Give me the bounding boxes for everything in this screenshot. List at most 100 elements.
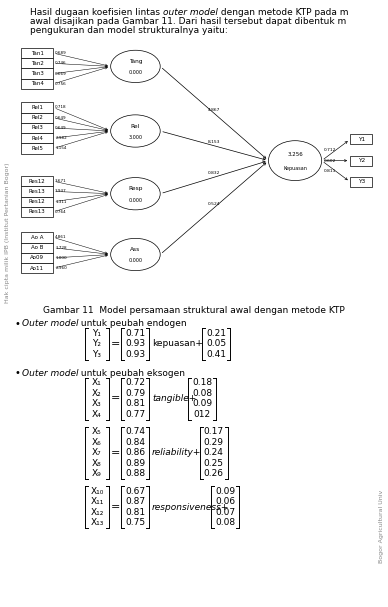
Text: X₂: X₂	[92, 388, 102, 398]
Text: Rel3: Rel3	[31, 126, 43, 131]
Text: 0.811: 0.811	[324, 169, 336, 173]
Text: 0.81: 0.81	[125, 399, 145, 409]
Text: 012: 012	[194, 410, 211, 419]
Text: X₇: X₇	[92, 448, 102, 457]
Ellipse shape	[268, 141, 322, 181]
Bar	[350, 155, 372, 166]
Text: X₈: X₈	[92, 459, 102, 468]
Text: 0.06: 0.06	[215, 497, 235, 506]
Text: untuk peubah endogen: untuk peubah endogen	[78, 319, 187, 328]
Text: X₅: X₅	[92, 427, 102, 436]
Text: Gambar 11  Model persamaan struktural awal dengan metode KTP: Gambar 11 Model persamaan struktural awa…	[43, 306, 345, 315]
Text: pengukuran dan model strukturalnya yaitu:: pengukuran dan model strukturalnya yaitu…	[30, 26, 228, 35]
Text: Rel4: Rel4	[31, 136, 43, 141]
Text: Resp: Resp	[128, 186, 143, 191]
Text: Ass: Ass	[130, 247, 140, 252]
Text: 0.689: 0.689	[55, 51, 67, 55]
Text: Res12: Res12	[29, 199, 45, 204]
Text: 0.21: 0.21	[206, 329, 226, 337]
Text: Bogor Agricultural Univ: Bogor Agricultural Univ	[379, 490, 385, 563]
Text: X₁₀: X₁₀	[90, 487, 104, 496]
Text: X₉: X₉	[92, 469, 102, 478]
Text: 0.764: 0.764	[55, 210, 67, 214]
Bar	[21, 69, 53, 79]
Text: 0.29: 0.29	[204, 438, 223, 447]
Text: Kepuasan: Kepuasan	[283, 166, 307, 171]
Text: 0.000: 0.000	[128, 198, 142, 203]
Text: Res13: Res13	[29, 209, 45, 214]
Text: Tan1: Tan1	[31, 50, 43, 56]
Text: Hasil dugaan koefisien lintas: Hasil dugaan koefisien lintas	[30, 8, 163, 17]
Bar	[21, 197, 53, 207]
Text: 0.72: 0.72	[125, 378, 145, 387]
Bar	[21, 176, 53, 186]
Text: 4.867: 4.867	[208, 107, 220, 112]
Bar	[21, 112, 53, 123]
Text: Tan3: Tan3	[31, 71, 43, 76]
Text: X₆: X₆	[92, 438, 102, 447]
Text: 0.712: 0.712	[324, 148, 336, 152]
Text: 0.79: 0.79	[125, 388, 145, 398]
Text: X₄: X₄	[92, 410, 102, 419]
Text: 1.154: 1.154	[55, 146, 67, 151]
Bar	[21, 263, 53, 273]
Text: Ao09: Ao09	[30, 256, 44, 260]
Text: dengan metode KTP pada m: dengan metode KTP pada m	[218, 8, 348, 17]
Text: 0.41: 0.41	[206, 350, 226, 359]
Text: 3.000: 3.000	[128, 135, 142, 140]
Text: untuk peubah eksogen: untuk peubah eksogen	[78, 368, 185, 378]
Bar	[21, 253, 53, 263]
Text: Res12: Res12	[29, 178, 45, 184]
Bar	[21, 143, 53, 154]
Text: 0.89: 0.89	[125, 459, 145, 468]
Text: Rel5: Rel5	[31, 146, 43, 151]
Text: 3.671: 3.671	[55, 179, 67, 183]
Text: 0.000: 0.000	[128, 259, 142, 263]
Text: 0.756: 0.756	[55, 82, 67, 86]
Text: 0.649: 0.649	[55, 116, 67, 120]
Bar	[21, 123, 53, 133]
Bar	[21, 103, 53, 112]
Text: X₁₂: X₁₂	[90, 507, 104, 517]
Ellipse shape	[111, 178, 160, 210]
Text: •: •	[14, 319, 20, 329]
Bar	[21, 232, 53, 243]
Ellipse shape	[111, 115, 160, 147]
Ellipse shape	[111, 50, 160, 83]
Text: X₁: X₁	[92, 378, 102, 387]
Text: =: =	[110, 339, 120, 349]
Text: 0.05: 0.05	[206, 339, 226, 348]
Text: 0.84: 0.84	[125, 438, 145, 447]
Text: 0.18: 0.18	[192, 378, 212, 387]
Text: Rel1: Rel1	[31, 105, 43, 110]
Text: 4.861: 4.861	[55, 236, 67, 239]
Text: 8.153: 8.153	[208, 140, 221, 144]
Text: Tan4: Tan4	[31, 81, 43, 86]
Text: 0.602: 0.602	[324, 158, 336, 163]
Text: 0.669: 0.669	[55, 72, 67, 76]
Bar	[350, 177, 372, 187]
Text: Res13: Res13	[29, 189, 45, 194]
Text: Outer model: Outer model	[22, 319, 78, 328]
Text: Y2: Y2	[357, 158, 365, 163]
Bar	[21, 48, 53, 58]
Text: 3.256: 3.256	[287, 152, 303, 157]
Text: Outer model: Outer model	[22, 368, 78, 378]
Text: 0.87: 0.87	[125, 497, 145, 506]
Text: Rel: Rel	[131, 124, 140, 129]
Text: 0.67: 0.67	[125, 487, 145, 496]
Text: X₁₁: X₁₁	[90, 497, 104, 506]
Text: awal disajikan pada Gambar 11. Dari hasil tersebut dapat dibentuk m: awal disajikan pada Gambar 11. Dari hasi…	[30, 17, 346, 26]
Text: 0.25: 0.25	[204, 459, 223, 468]
Text: Tan2: Tan2	[31, 61, 43, 66]
Text: Rel2: Rel2	[31, 115, 43, 120]
Text: Tang: Tang	[129, 59, 142, 64]
Bar	[21, 207, 53, 217]
Text: Hak cipta milik IPB (Institut Pertanian Bogor): Hak cipta milik IPB (Institut Pertanian …	[5, 163, 10, 303]
Text: Ao B: Ao B	[31, 245, 43, 250]
Text: 2.960: 2.960	[55, 266, 67, 270]
Text: 0.81: 0.81	[125, 507, 145, 517]
Text: 0.93: 0.93	[125, 350, 145, 359]
Text: Y3: Y3	[357, 180, 365, 185]
Text: 0.75: 0.75	[125, 518, 145, 527]
